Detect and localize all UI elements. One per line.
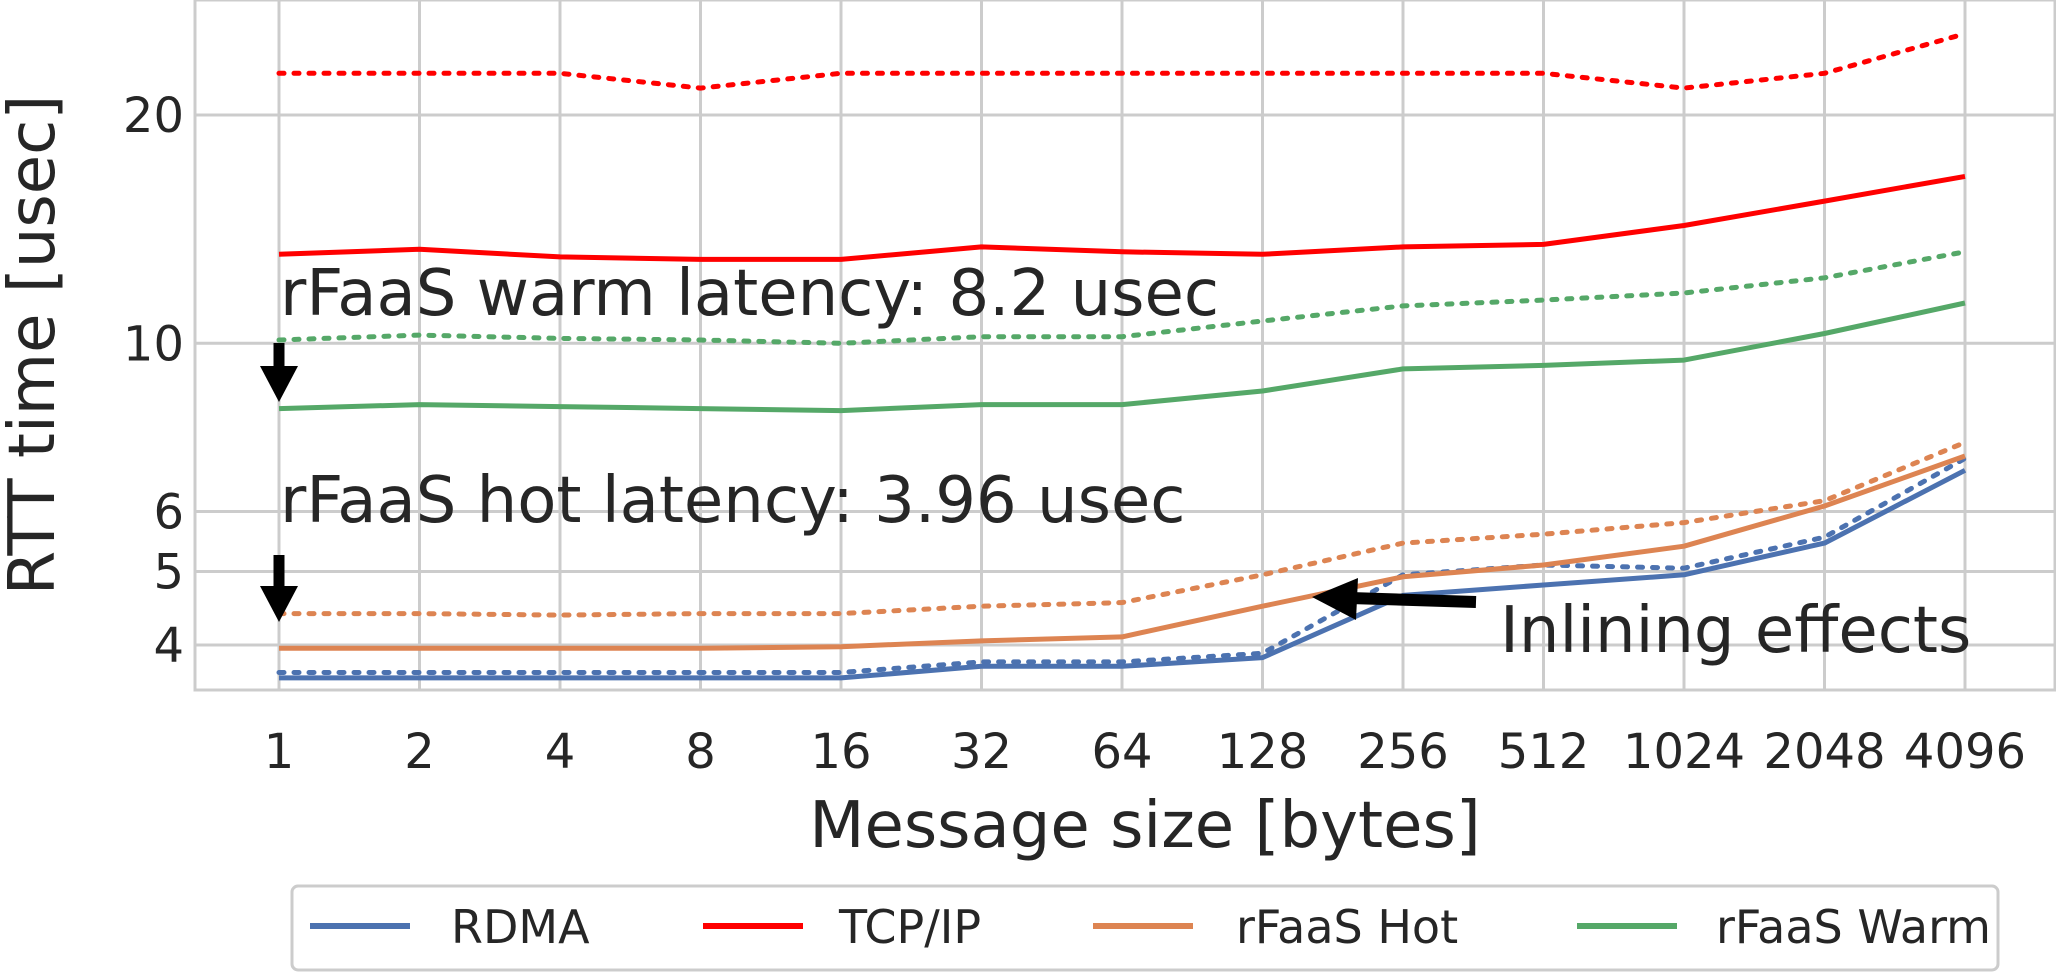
series-line-unlabeled-dotted <box>276 31 1968 91</box>
y-tick-label: 10 <box>123 316 184 372</box>
y-tick-label: 6 <box>153 484 184 540</box>
series-line-rdma-solid <box>279 468 1967 681</box>
series-layer <box>276 31 1968 681</box>
y-tick-labels: 4 56 10 20 <box>123 88 184 674</box>
legend-label: rFaaS Hot <box>1236 900 1458 954</box>
x-tick-label: 512 <box>1498 724 1590 780</box>
x-tick-label: 32 <box>951 724 1012 780</box>
y-tick-label: 5 <box>153 545 184 601</box>
inlining-effects-annotation: Inlining effects <box>1500 594 1971 668</box>
x-tick-label: 1024 <box>1623 724 1745 780</box>
grid <box>195 0 2055 690</box>
y-tick-label: 20 <box>123 88 184 144</box>
x-tick-label: 64 <box>1091 724 1152 780</box>
series-line-rfaas-hot-solid <box>279 453 1966 651</box>
x-axis-title: Message size [bytes] <box>809 789 1481 863</box>
series-line-unlabeled-dotted <box>276 455 1968 675</box>
x-tick-labels: 1 2 4 8 16 32 64 128 256 512 1024 2048 4096 <box>264 724 2026 780</box>
legend-entry-rfaas-hot: rFaaS Hot <box>1093 900 1458 954</box>
series-line-unlabeled-dotted <box>276 249 1968 346</box>
series-line-rfaas-warm-solid <box>278 300 1966 414</box>
x-tick-label: 1 <box>264 724 295 780</box>
legend-label: rFaaS Warm <box>1716 900 1991 954</box>
inlining-effects-arrow <box>1312 578 1477 620</box>
legend-entry-rdma: RDMA <box>310 900 590 954</box>
x-tick-label: 128 <box>1217 724 1309 780</box>
y-tick-label: 4 <box>153 618 184 674</box>
y-axis-title: RTT time [usec] <box>0 95 70 596</box>
x-tick-label: 16 <box>810 724 871 780</box>
legend-entry-tcp-ip: TCP/IP <box>703 900 981 954</box>
series-line-tcp-ip-solid <box>278 173 1966 262</box>
x-tick-label: 4 <box>545 724 576 780</box>
x-tick-label: 2048 <box>1763 724 1885 780</box>
x-tick-label: 2 <box>404 724 435 780</box>
x-tick-label: 4096 <box>1904 724 2026 780</box>
series-line-unlabeled-dotted <box>276 439 1968 618</box>
legend-label: RDMA <box>451 900 590 954</box>
x-tick-label: 8 <box>685 724 716 780</box>
legend: RDMA TCP/IP rFaaS Hot rFaaS Warm <box>290 884 2000 972</box>
legend-entry-rfaas-warm: rFaaS Warm <box>1577 900 1991 954</box>
x-tick-label: 256 <box>1357 724 1449 780</box>
legend-label: TCP/IP <box>838 900 981 954</box>
warm-latency-arrow <box>260 343 298 402</box>
warm-latency-annotation: rFaaS warm latency: 8.2 usec <box>280 257 1219 331</box>
hot-latency-arrow <box>260 555 298 622</box>
hot-latency-annotation: rFaaS hot latency: 3.96 usec <box>280 464 1185 538</box>
